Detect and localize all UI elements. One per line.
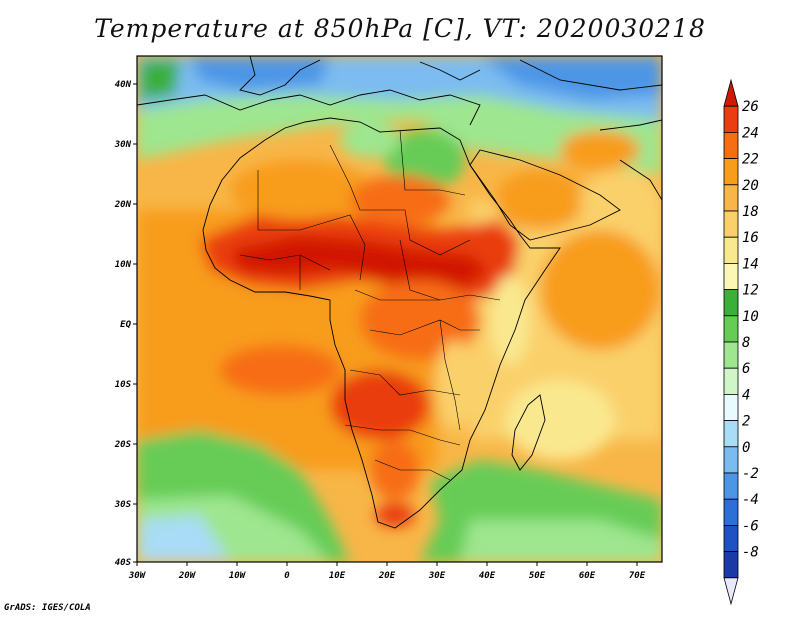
- colorbar-top-arrow: [723, 78, 739, 107]
- colorbar-label: 8: [742, 335, 750, 351]
- country-borders: [239, 129, 501, 481]
- lon-label: 30W: [128, 571, 147, 581]
- lon-label: 70E: [629, 571, 646, 581]
- lat-labels: 40N 30N 20N 10N EQ 10S 20S 30S 40S: [114, 80, 132, 568]
- colorbar-segment: [723, 472, 739, 500]
- colorbar-segment: [723, 420, 739, 448]
- lon-tick-marks: [136, 562, 638, 566]
- colorbar-segment: [723, 393, 739, 421]
- colorbar-label: 20: [742, 178, 759, 194]
- colorbar-label: -8: [742, 545, 759, 561]
- lat-label: EQ: [120, 320, 131, 330]
- lon-label: 20E: [378, 571, 396, 581]
- lat-label: 10S: [115, 380, 132, 390]
- lat-label: 30S: [114, 500, 132, 510]
- colorbar-label: -2: [742, 466, 759, 482]
- lat-label: 40N: [115, 80, 132, 90]
- lon-label: 40E: [479, 571, 496, 581]
- lon-labels: 30W 20W 10W 0 10E 20E 30E 40E 50E 60E 70…: [128, 571, 646, 581]
- colorbar-label: 26: [742, 99, 759, 115]
- colorbar-label: 2: [742, 414, 750, 430]
- coastlines: [137, 56, 662, 529]
- colorbar-label: 22: [742, 152, 759, 168]
- colorbar-label: 16: [742, 230, 759, 246]
- temperature-field: [137, 56, 662, 562]
- colorbar-segment: [723, 367, 739, 395]
- colorbar-segment: [723, 341, 739, 369]
- lat-label: 20S: [114, 440, 132, 450]
- colorbar-segment: [723, 210, 739, 238]
- colorbar-segment: [723, 289, 739, 317]
- colorbar-label: 14: [742, 256, 759, 272]
- colorbar-segment: [723, 262, 739, 290]
- colorbar-segment: [723, 525, 739, 553]
- map-title: Temperature at 850hPa [C], VT: 202003021…: [94, 14, 706, 43]
- colorbar-label: 0: [742, 440, 750, 456]
- colorbar-segment: [723, 236, 739, 264]
- lat-label: 40S: [115, 558, 132, 568]
- lat-label: 30N: [114, 140, 132, 150]
- software-credit: GrADS: IGES/COLA: [4, 603, 91, 613]
- lat-label: 20N: [114, 200, 132, 210]
- lon-label: 60E: [579, 571, 596, 581]
- colorbar-label: 24: [742, 125, 759, 141]
- colorbar-segment: [723, 158, 739, 186]
- colorbar-segment: [723, 551, 739, 579]
- lon-label: 10W: [229, 571, 247, 581]
- colorbar-label: 6: [742, 361, 750, 377]
- lon-label: 0: [284, 571, 290, 581]
- colorbar-label: -6: [742, 518, 759, 534]
- colorbar-segment: [723, 315, 739, 343]
- colorbar-label: 4: [742, 387, 750, 403]
- lon-label: 10E: [329, 571, 346, 581]
- lat-tick-marks: [133, 83, 137, 563]
- colorbar-segment: [723, 446, 739, 474]
- lon-label: 30E: [428, 571, 446, 581]
- colorbar-label: 10: [742, 309, 759, 325]
- colorbar-label: -4: [742, 492, 759, 508]
- colorbar-segment: [723, 184, 739, 212]
- colorbar-segment: [723, 498, 739, 526]
- colorbar-segment: [723, 131, 739, 159]
- colorbar-label: 12: [742, 283, 759, 299]
- map-frame: [136, 55, 663, 563]
- colorbar-label: 18: [742, 204, 759, 220]
- lat-label: 10N: [115, 260, 132, 270]
- colorbar-bottom-arrow: [723, 577, 739, 606]
- lon-label: 20W: [178, 571, 197, 581]
- colorbar-segment: [723, 105, 739, 133]
- lon-label: 50E: [529, 571, 546, 581]
